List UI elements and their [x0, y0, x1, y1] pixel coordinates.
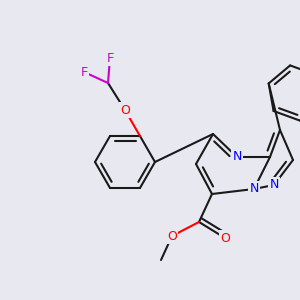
- Text: N: N: [269, 178, 279, 191]
- Text: O: O: [167, 230, 177, 242]
- Text: O: O: [120, 103, 130, 116]
- Text: F: F: [106, 52, 114, 64]
- Text: F: F: [80, 65, 88, 79]
- Text: N: N: [232, 151, 242, 164]
- Text: N: N: [249, 182, 259, 196]
- Text: O: O: [220, 232, 230, 244]
